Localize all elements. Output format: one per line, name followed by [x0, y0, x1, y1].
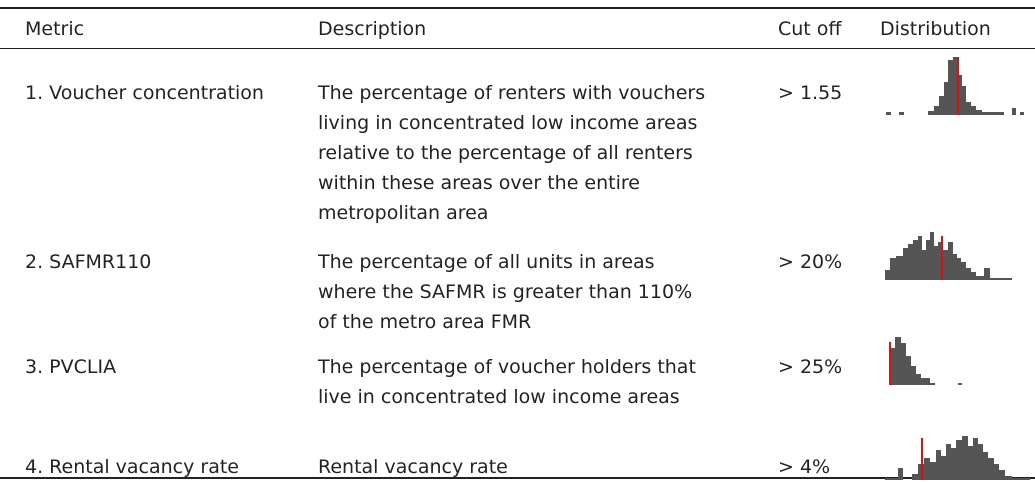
description-line: The percentage of renters with vouchers [318, 82, 706, 104]
header-cell: Metric [25, 18, 85, 40]
dot [958, 383, 962, 385]
cutoff: > 20% [778, 251, 843, 273]
metric: 3. PVCLIA [25, 356, 117, 378]
top-rule [0, 7, 1035, 9]
description-line: relative to the percentage of all renter… [318, 142, 693, 164]
cutoff: > 1.55 [778, 82, 843, 104]
description-line: live in concentrated low income areas [318, 386, 680, 408]
header-cell: Description [318, 18, 427, 40]
histogram [885, 436, 1030, 480]
description-line: Rental vacancy rate [318, 456, 508, 478]
cutoff-line [941, 236, 943, 280]
cutoff-line [957, 57, 959, 115]
description-line: where the SAFMR is greater than 110% [318, 281, 693, 303]
description-line: living in concentrated low income areas [318, 112, 698, 134]
bottom-rule [0, 477, 1035, 479]
header-cell: Distribution [880, 18, 991, 40]
description-line: metropolitan area [318, 202, 489, 224]
baseline [990, 278, 1012, 280]
description-line: The percentage of voucher holders that [318, 356, 696, 378]
description-line: within these areas over the entire [318, 172, 640, 194]
header-rule [0, 48, 1035, 49]
description-line: The percentage of all units in areas [318, 251, 655, 273]
histogram [886, 57, 1024, 115]
cutoff: > 4% [778, 456, 831, 478]
cutoff-line [889, 342, 891, 385]
metric: 2. SAFMR110 [25, 251, 152, 273]
header-cell: Cut off [778, 18, 842, 40]
metric: 4. Rental vacancy rate [25, 456, 240, 478]
histogram [885, 232, 990, 280]
metric: 1. Voucher concentration [25, 82, 264, 104]
histogram [890, 337, 935, 385]
description-line: of the metro area FMR [318, 311, 532, 333]
cutoff-line [921, 438, 923, 480]
cutoff: > 25% [778, 356, 843, 378]
